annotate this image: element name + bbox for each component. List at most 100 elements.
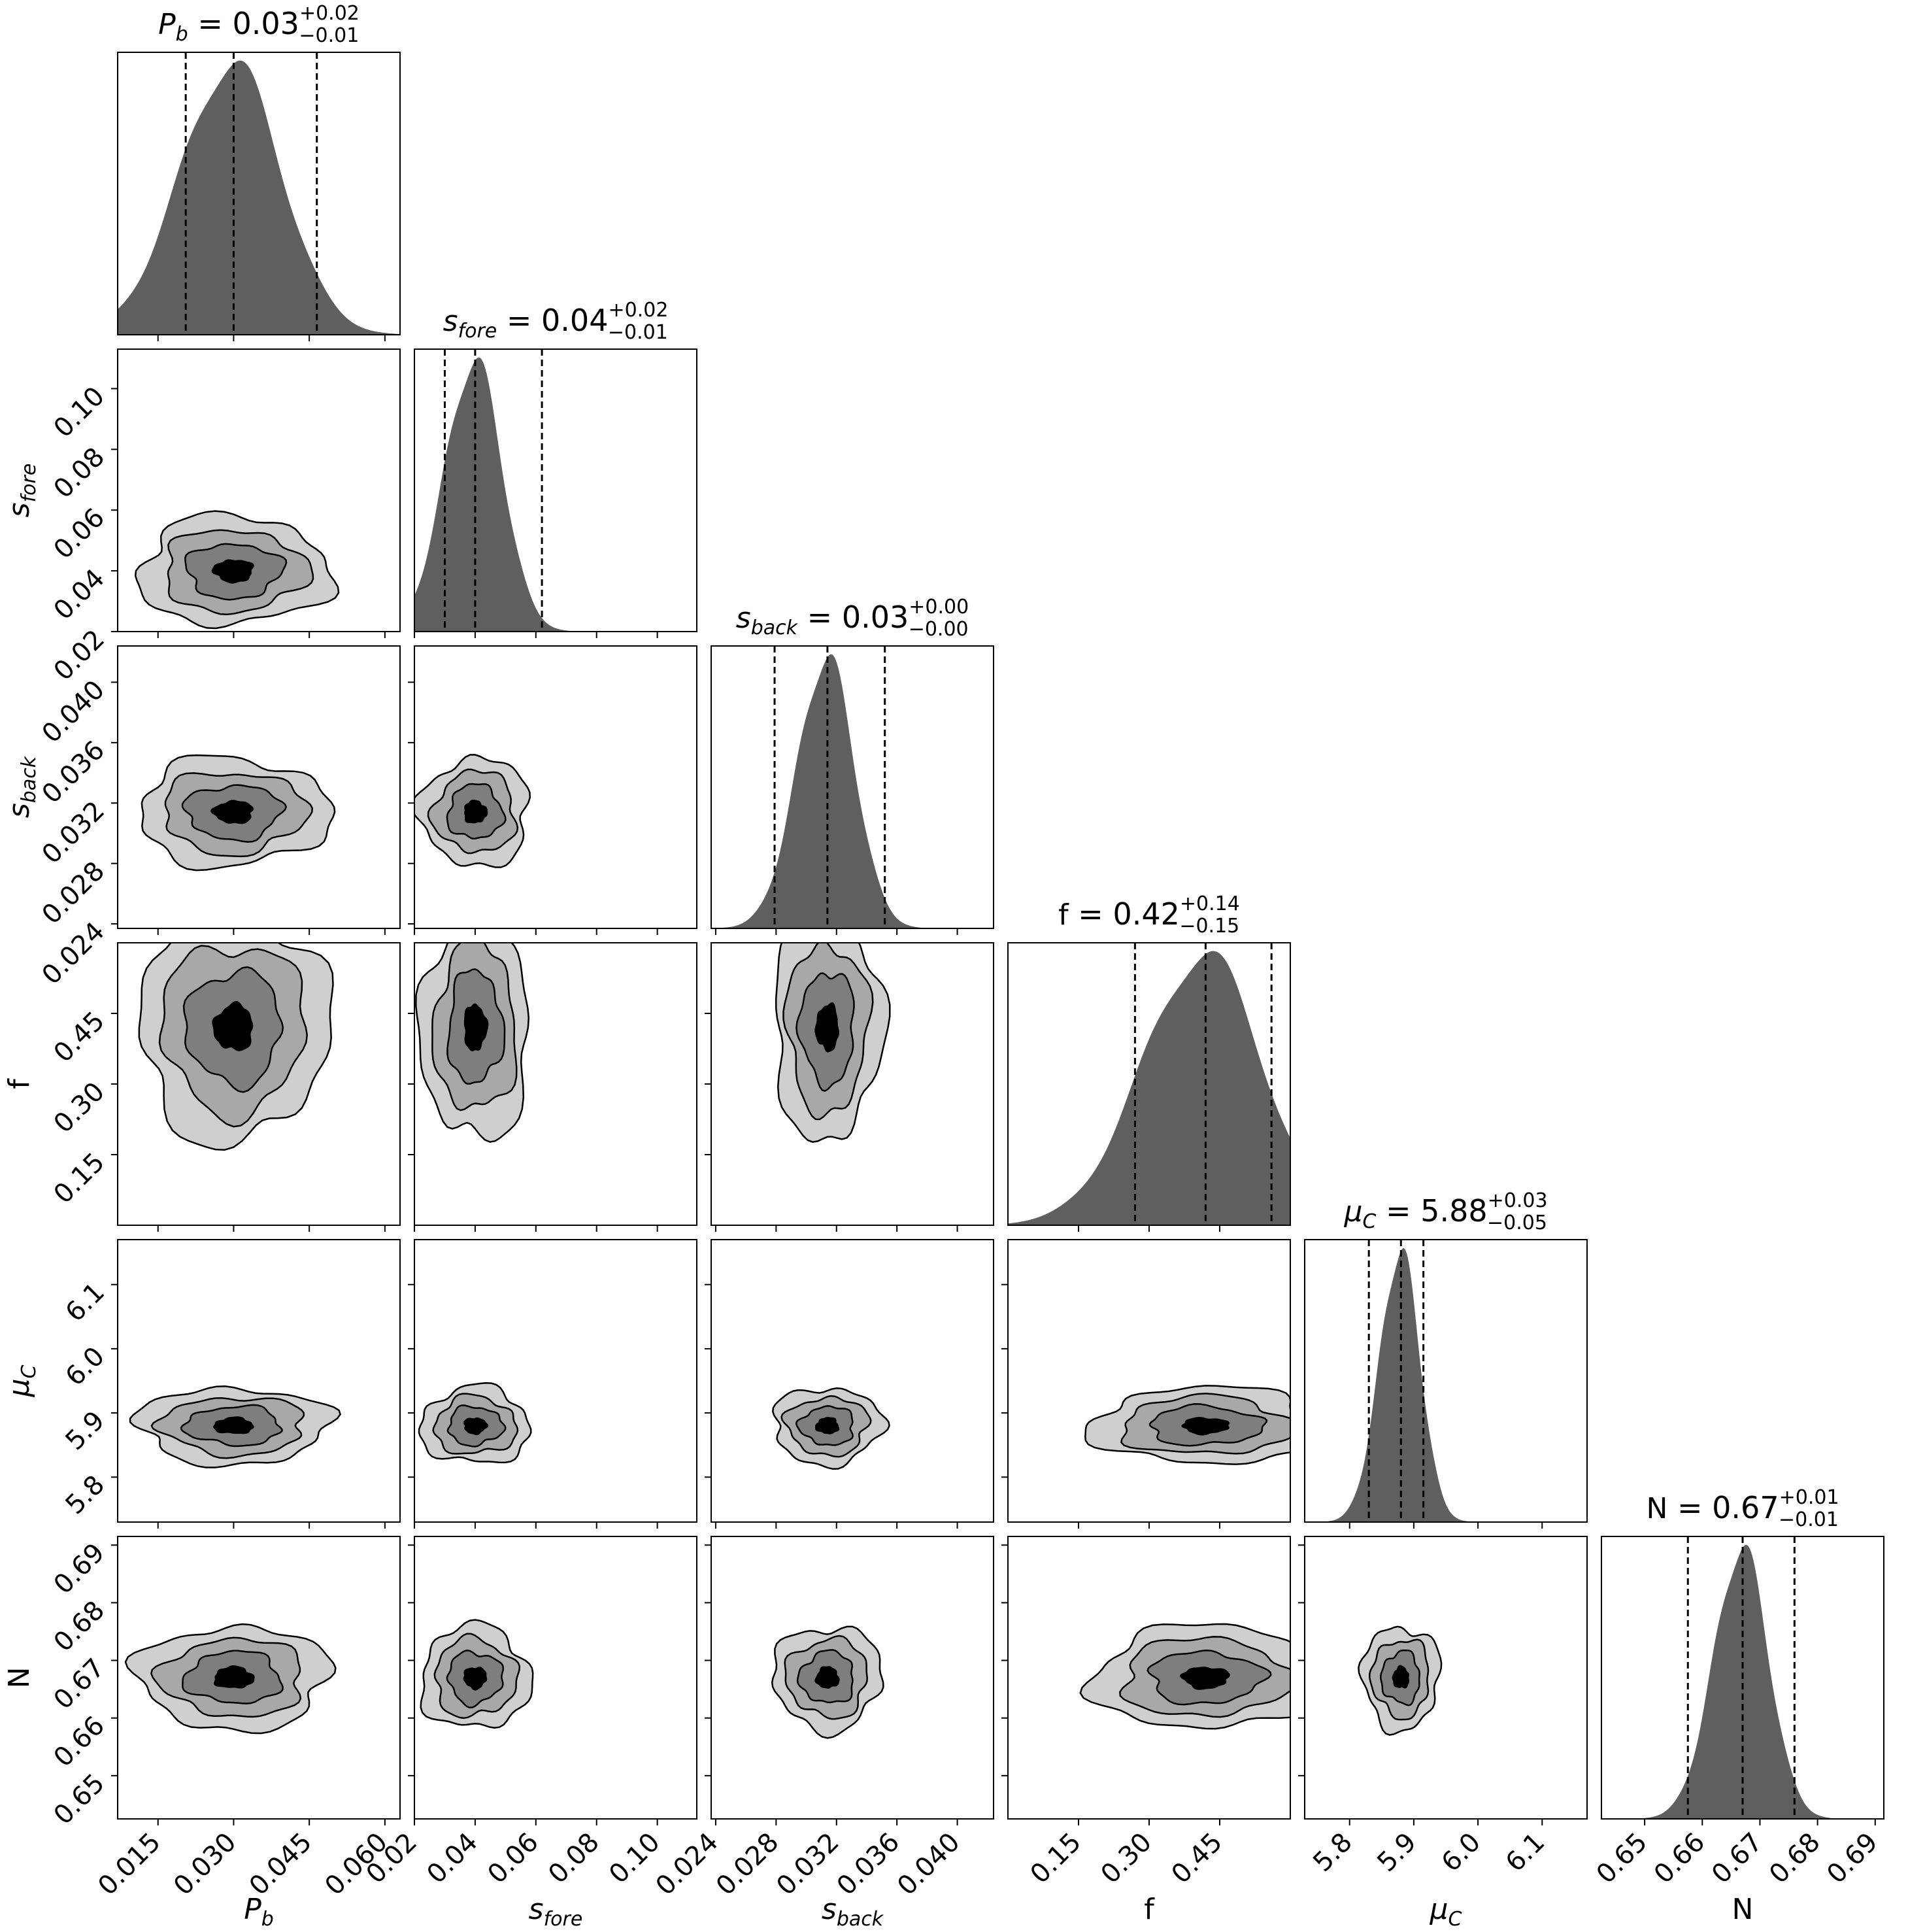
title-sback: sback = 0.03+0.00 −0.00	[736, 596, 969, 641]
y-tick-label-sback: 0.036	[37, 735, 111, 809]
x-tick-label-f: 0.30	[1096, 1827, 1158, 1890]
y-tick-label-sback: 0.028	[37, 856, 111, 930]
panel-frame	[711, 1536, 994, 1820]
x-tick-label-muC: 5.8	[1307, 1827, 1358, 1878]
x-tick-label-sback: 0.028	[711, 1827, 785, 1902]
y-tick-label-muC: 6.1	[60, 1277, 111, 1328]
x-axis-label-Pb: Pb	[244, 1893, 274, 1931]
contour-sback-N-level-3	[814, 1666, 840, 1689]
panel-sback-vs-muC	[705, 1239, 994, 1529]
contour-Pb-muC-level-3	[213, 1416, 254, 1434]
histogram-muC	[1305, 1247, 1587, 1522]
panel-frame	[711, 645, 994, 929]
panel-Pb-hist: Pb = 0.03+0.02 −0.01	[117, 2, 401, 341]
y-tick-label-sfore: 0.02	[48, 624, 111, 687]
x-tick-label-sback: 0.040	[892, 1827, 966, 1902]
panel-Pb-vs-f: 0.15 0.30 0.45	[48, 942, 401, 1232]
contour-sfore-sback-level-3	[464, 799, 488, 824]
panel-f-vs-N: 0.15 0.30 0.45	[1001, 1536, 1291, 1890]
y-axis-label-muC: μC	[3, 1364, 41, 1397]
y-tick-label-N: 0.65	[48, 1768, 111, 1831]
histogram-sfore	[414, 357, 697, 632]
x-axis-label-N: N	[1732, 1893, 1754, 1926]
panel-frame	[117, 1239, 401, 1523]
y-tick-label-muC: 5.9	[60, 1406, 111, 1457]
y-axis-label-sfore: sfore	[3, 464, 41, 518]
title-muC: μC = 5.88+0.03 −0.05	[1343, 1189, 1547, 1234]
x-axis-label-sback: sback	[822, 1893, 884, 1931]
x-tick-label-N: 0.65	[1591, 1827, 1654, 1890]
panel-sback-hist: sback = 0.03+0.00 −0.00	[711, 596, 994, 935]
y-tick-label-N: 0.66	[48, 1710, 111, 1773]
contour-sfore-muC-level-3	[463, 1417, 489, 1436]
panel-frame	[1304, 1239, 1588, 1523]
y-tick-label-sfore: 0.10	[48, 381, 111, 444]
panel-sback-vs-f	[705, 942, 994, 1232]
x-tick-label-sfore: 0.04	[421, 1827, 484, 1890]
histogram-sback	[711, 654, 994, 928]
x-tick-label-f: 0.45	[1166, 1827, 1229, 1890]
y-tick-label-f: 0.45	[48, 1006, 111, 1069]
contour-Pb-sback-level-3	[210, 800, 254, 824]
x-tick-label-Pb: 0.030	[168, 1827, 243, 1902]
contour-sback-f-level-3	[814, 1002, 839, 1053]
contour-f-muC-level-3	[1181, 1417, 1230, 1436]
x-tick-label-N: 0.69	[1821, 1827, 1884, 1890]
y-tick-label-N: 0.69	[48, 1538, 111, 1601]
contour-Pb-f-level-3	[212, 1001, 254, 1051]
x-axis-label-sfore: sfore	[529, 1893, 583, 1931]
x-axis-label-muC: μC	[1430, 1893, 1462, 1931]
panel-sfore-vs-muC	[408, 1239, 697, 1529]
x-tick-label-N: 0.66	[1649, 1827, 1711, 1890]
contour-f-N-level-3	[1179, 1667, 1230, 1690]
y-tick-label-muC: 5.8	[60, 1470, 111, 1521]
x-tick-label-f: 0.15	[1025, 1827, 1088, 1890]
x-tick-label-sback: 0.036	[831, 1827, 906, 1902]
panel-frame	[414, 1239, 697, 1523]
y-tick-label-sfore: 0.08	[48, 442, 111, 505]
title-Pb: Pb = 0.03+0.02 −0.01	[158, 2, 360, 47]
y-axis-label-sback: sback	[3, 755, 41, 818]
x-tick-label-sback: 0.024	[650, 1827, 724, 1902]
panel-frame	[414, 1536, 697, 1820]
panel-N-hist: N = 0.67+0.01 −0.01 0.650.660.670.680.69	[1591, 1486, 1884, 1890]
x-tick-label-sfore: 0.08	[543, 1827, 605, 1890]
title-sfore: sfore = 0.04+0.02 −0.01	[443, 299, 669, 344]
panel-Pb-vs-muC: 5.8 5.9 6.0 6.1	[60, 1239, 401, 1529]
y-axis-label-N: N	[3, 1667, 36, 1689]
panel-frame	[117, 52, 401, 335]
y-tick-label-N: 0.68	[48, 1595, 111, 1658]
histogram-f	[1008, 951, 1290, 1225]
x-tick-label-Pb: 0.015	[92, 1827, 167, 1902]
x-tick-label-muC: 6.1	[1500, 1827, 1551, 1878]
panel-f-vs-muC	[1001, 1239, 1291, 1529]
x-tick-label-Pb: 0.045	[244, 1827, 318, 1902]
panel-frame	[1007, 1239, 1291, 1523]
panel-muC-hist: μC = 5.88+0.03 −0.05	[1304, 1189, 1588, 1529]
contour-Pb-N-level-3	[214, 1665, 255, 1689]
panel-Pb-vs-sfore: 0.020.040.060.080.10	[48, 348, 401, 687]
x-axis-label-f: f	[1144, 1893, 1155, 1926]
panel-frame	[117, 645, 401, 929]
y-tick-label-muC: 6.0	[60, 1341, 111, 1392]
panel-frame	[117, 1536, 401, 1820]
histogram-N	[1601, 1544, 1884, 1819]
contour-sfore-f-level-3	[463, 1003, 489, 1051]
x-tick-label-N: 0.68	[1764, 1827, 1826, 1890]
y-axis-label-f: f	[3, 1078, 36, 1089]
x-tick-label-sback: 0.032	[771, 1827, 845, 1902]
y-tick-label-sback: 0.032	[37, 796, 111, 870]
title-f: f = 0.42+0.14 −0.15	[1058, 892, 1240, 938]
title-N: N = 0.67+0.01 −0.01	[1646, 1486, 1839, 1531]
histogram-Pb	[118, 60, 400, 335]
y-tick-label-sback: 0.040	[37, 675, 111, 749]
panel-frame	[711, 1239, 994, 1523]
panel-sfore-hist: sfore = 0.04+0.02 −0.01	[414, 299, 697, 638]
y-tick-label-sfore: 0.06	[48, 503, 111, 566]
contour-sfore-N-level-3	[463, 1667, 488, 1691]
panel-sfore-vs-N: 0.020.040.060.080.10	[361, 1536, 697, 1890]
contour-muC-N-level-3	[1392, 1665, 1410, 1689]
